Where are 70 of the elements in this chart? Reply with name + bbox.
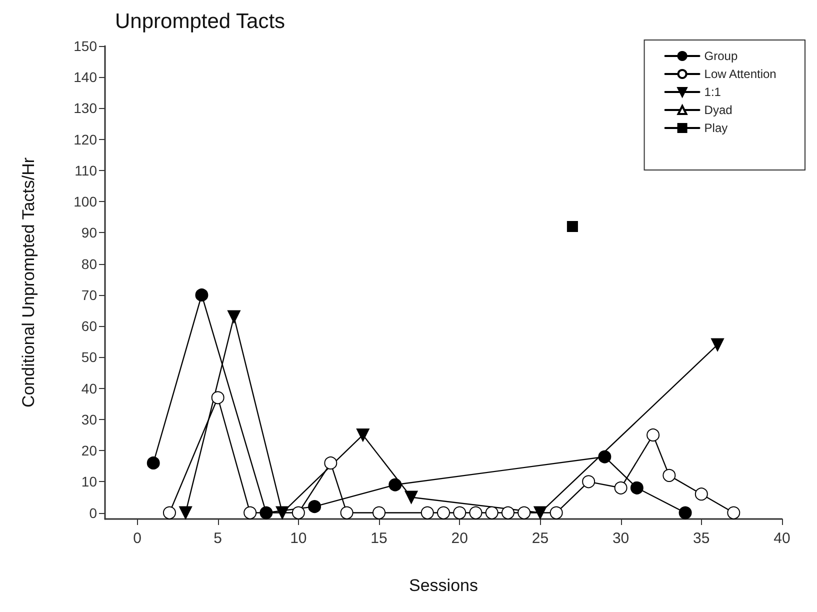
x-tick-label: 20 (451, 530, 468, 547)
y-tick-label: 50 (81, 349, 98, 366)
point (244, 506, 257, 520)
point (308, 500, 322, 514)
x-tick-label: 5 (214, 530, 222, 547)
point (227, 310, 240, 324)
legend-label: 1:1 (704, 85, 722, 99)
point (146, 456, 160, 470)
point (179, 506, 192, 520)
point (550, 506, 563, 520)
y-tick-label: 110 (74, 162, 98, 178)
y-axis-title: Conditional Unprompted Tacts/Hr (19, 157, 38, 408)
point (630, 481, 644, 494)
y-tick-label: 30 (81, 411, 98, 428)
point (211, 391, 224, 404)
y-tick-label: 60 (81, 318, 98, 334)
point (437, 506, 450, 520)
point (727, 506, 740, 520)
point (694, 488, 708, 501)
x-tick-label: 35 (693, 530, 710, 547)
point (195, 288, 208, 302)
x-tick-label: 40 (774, 530, 790, 547)
point (501, 506, 514, 520)
x-axis-title: Sessions (409, 576, 478, 595)
point (485, 506, 498, 520)
point (340, 506, 354, 520)
x-tick-label: 30 (612, 530, 630, 547)
point (453, 506, 466, 520)
point (598, 450, 612, 464)
point (566, 220, 578, 232)
y-tick-label: 10 (81, 474, 98, 490)
point (534, 506, 547, 520)
point (518, 506, 531, 520)
point (372, 506, 386, 520)
point (292, 506, 305, 520)
point (662, 468, 676, 482)
y-tick-label: 0 (89, 504, 98, 521)
point (324, 456, 338, 470)
point (388, 478, 402, 492)
y-tick-label: 120 (74, 131, 98, 148)
x-tick-label: 0 (133, 530, 142, 547)
x-tick-label: 10 (290, 530, 307, 547)
y-tick-label: 90 (81, 224, 98, 241)
point (582, 475, 596, 488)
y-tick-label: 140 (74, 69, 98, 86)
y-tick-label: 70 (81, 286, 98, 303)
y-tick-label: 130 (74, 100, 98, 116)
legend-label: Dyad (704, 103, 732, 117)
y-tick-label: 150 (74, 38, 98, 54)
chart-title: Unprompted Tacts (115, 10, 286, 33)
point (711, 338, 724, 352)
point (356, 428, 370, 442)
point (162, 506, 176, 520)
x-tick-label: 15 (370, 530, 388, 547)
y-tick-label: 20 (81, 442, 98, 459)
y-tick-label: 40 (81, 380, 98, 396)
legend-label: Group (704, 49, 738, 63)
y-tick-label: 100 (74, 194, 98, 210)
point (260, 506, 273, 520)
y-tick-label: 80 (81, 256, 98, 272)
point (614, 481, 628, 494)
point (469, 506, 482, 520)
point (678, 506, 692, 520)
point (276, 506, 289, 520)
x-tick-label: 25 (532, 530, 549, 547)
point (646, 428, 660, 442)
legend-label: Low Attention (704, 67, 776, 81)
point (420, 506, 434, 520)
point (404, 490, 418, 504)
legend-label: Play (704, 121, 728, 135)
